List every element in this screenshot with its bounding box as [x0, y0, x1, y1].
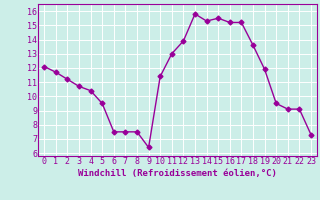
- X-axis label: Windchill (Refroidissement éolien,°C): Windchill (Refroidissement éolien,°C): [78, 169, 277, 178]
